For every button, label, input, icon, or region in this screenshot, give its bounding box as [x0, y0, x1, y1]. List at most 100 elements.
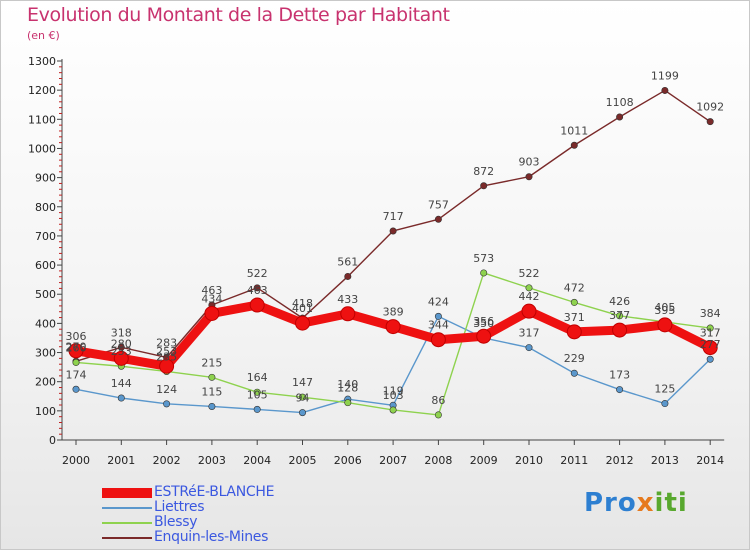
data-point	[163, 401, 169, 407]
data-point	[481, 270, 487, 276]
x-tick-label: 2000	[62, 454, 90, 467]
data-label: 356	[473, 315, 494, 328]
y-tick-label: 700	[35, 230, 56, 243]
x-tick-label: 2001	[107, 454, 135, 467]
data-label: 433	[337, 293, 358, 306]
proxiti-logo: Proxiti	[584, 488, 688, 518]
data-point	[571, 142, 577, 148]
data-label: 164	[247, 371, 268, 384]
data-point	[250, 298, 264, 312]
data-label: 424	[428, 295, 449, 308]
x-tick-label: 2011	[560, 454, 588, 467]
y-tick-label: 0	[49, 434, 56, 447]
data-label: 174	[66, 368, 87, 381]
data-label: 277	[700, 338, 721, 351]
x-tick-label: 2014	[696, 454, 724, 467]
data-point	[390, 228, 396, 234]
data-labels: 2703182834635224185617177578729031011110…	[66, 69, 725, 406]
data-point	[567, 325, 581, 339]
data-point	[571, 299, 577, 305]
data-point	[390, 407, 396, 413]
data-label: 173	[609, 369, 630, 382]
data-label: 434	[201, 292, 222, 305]
data-label: 115	[201, 385, 222, 398]
data-label: 573	[473, 252, 494, 265]
data-point	[431, 333, 445, 347]
data-point	[613, 323, 627, 337]
data-label: 280	[111, 337, 132, 350]
legend-swatch	[102, 488, 152, 498]
y-tick-label: 900	[35, 172, 56, 185]
data-label: 717	[383, 210, 404, 223]
data-label: 389	[383, 306, 404, 319]
data-point	[616, 386, 622, 392]
y-tick-label: 1000	[28, 142, 56, 155]
data-point	[435, 412, 441, 418]
data-label: 401	[292, 302, 313, 315]
y-tick-label: 1100	[28, 113, 56, 126]
y-tick-label: 400	[35, 317, 56, 330]
data-point	[209, 374, 215, 380]
data-point	[616, 114, 622, 120]
data-label: 472	[564, 281, 585, 294]
data-label: 442	[519, 290, 540, 303]
x-tick-label: 2013	[651, 454, 679, 467]
legend-label: Liettres	[154, 500, 204, 515]
data-label: 317	[519, 327, 540, 340]
legend-swatch	[102, 537, 152, 539]
x-tick-label: 2004	[243, 454, 271, 467]
data-label: 1108	[606, 96, 634, 109]
x-tick-label: 2003	[198, 454, 226, 467]
data-label: 395	[654, 304, 675, 317]
x-tick-label: 2010	[515, 454, 543, 467]
data-label: 229	[564, 352, 585, 365]
data-label: 144	[111, 377, 132, 390]
data-label: 463	[247, 284, 268, 297]
data-point	[345, 273, 351, 279]
legend-label: Blessy	[154, 515, 197, 530]
data-label: 125	[654, 383, 675, 396]
x-tick-label: 2012	[606, 454, 634, 467]
x-tick-label: 2005	[289, 454, 317, 467]
data-point	[435, 216, 441, 222]
data-point	[526, 344, 532, 350]
data-label: 344	[428, 319, 449, 332]
data-point	[118, 395, 124, 401]
data-label: 215	[201, 356, 222, 369]
data-label: 371	[564, 311, 585, 324]
data-point	[205, 306, 219, 320]
data-label: 903	[519, 156, 540, 169]
y-tick-label: 1300	[28, 55, 56, 68]
data-label: 384	[700, 307, 721, 320]
data-point	[571, 370, 577, 376]
data-point	[658, 318, 672, 332]
data-point	[522, 304, 536, 318]
data-point	[299, 409, 305, 415]
x-tick-label: 2006	[334, 454, 362, 467]
data-point	[481, 183, 487, 189]
data-label: 306	[66, 330, 87, 343]
data-point	[296, 316, 310, 330]
data-point	[209, 403, 215, 409]
data-label: 426	[609, 295, 630, 308]
data-point	[707, 118, 713, 124]
y-tick-label: 1200	[28, 84, 56, 97]
data-label: 757	[428, 198, 449, 211]
x-tick-label: 2008	[424, 454, 452, 467]
data-point	[477, 329, 491, 343]
y-tick-label: 600	[35, 259, 56, 272]
data-point	[526, 174, 532, 180]
data-label: 317	[700, 327, 721, 340]
data-label: 147	[292, 376, 313, 389]
data-point	[345, 399, 351, 405]
legend-swatch	[102, 522, 152, 524]
data-label: 1092	[696, 101, 724, 114]
y-tick-label: 200	[35, 376, 56, 389]
data-label: 1199	[651, 69, 679, 82]
data-label: 522	[247, 267, 268, 280]
data-label: 105	[247, 388, 268, 401]
data-point	[386, 320, 400, 334]
data-point	[254, 406, 260, 412]
data-point	[73, 359, 79, 365]
data-label: 561	[337, 255, 358, 268]
